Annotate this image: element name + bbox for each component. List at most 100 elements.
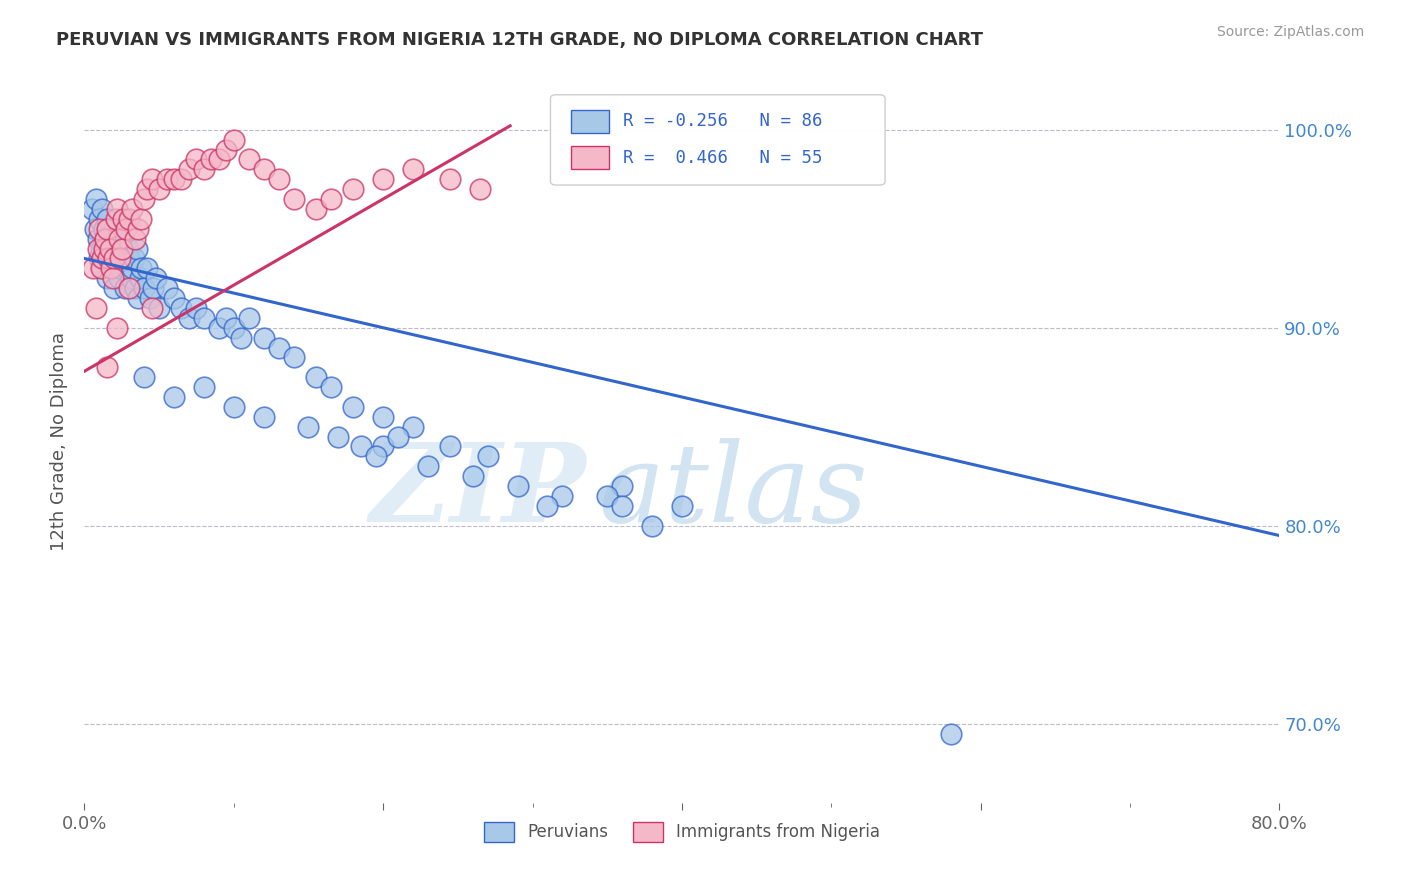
- Point: [222, 133, 245, 147]
- Point: [80, 202, 103, 216]
- Point: [342, 182, 364, 196]
- Point: [506, 479, 529, 493]
- Point: [177, 310, 200, 325]
- Point: [96, 271, 118, 285]
- Point: [141, 172, 163, 186]
- Point: [439, 440, 461, 454]
- Point: [110, 261, 132, 276]
- Point: [170, 301, 193, 315]
- Point: [163, 291, 186, 305]
- Point: [142, 281, 165, 295]
- Point: [121, 261, 143, 276]
- Text: atlas: atlas: [599, 438, 868, 546]
- Point: [350, 440, 373, 454]
- Point: [115, 261, 138, 276]
- Point: [470, 182, 492, 196]
- Point: [94, 232, 117, 246]
- Text: Source: ZipAtlas.com: Source: ZipAtlas.com: [1216, 25, 1364, 39]
- Point: [177, 162, 200, 177]
- Point: [101, 271, 124, 285]
- Point: [132, 281, 156, 295]
- Point: [612, 499, 634, 513]
- Point: [127, 221, 149, 235]
- Point: [87, 232, 110, 246]
- Point: [111, 242, 134, 256]
- Point: [641, 518, 664, 533]
- Point: [118, 252, 141, 266]
- Point: [110, 252, 132, 266]
- Point: [98, 242, 121, 256]
- Point: [97, 242, 120, 256]
- FancyBboxPatch shape: [571, 110, 609, 133]
- Point: [305, 370, 328, 384]
- Point: [94, 232, 117, 246]
- Point: [208, 153, 231, 167]
- Point: [120, 271, 142, 285]
- Point: [193, 162, 215, 177]
- Point: [128, 271, 150, 285]
- Point: [193, 380, 215, 394]
- Point: [117, 242, 139, 256]
- Point: [253, 162, 276, 177]
- Point: [90, 242, 112, 256]
- Point: [145, 271, 167, 285]
- Point: [91, 202, 114, 216]
- Point: [121, 202, 143, 216]
- Point: [115, 221, 138, 235]
- Point: [305, 202, 328, 216]
- Point: [297, 419, 319, 434]
- Point: [91, 252, 114, 266]
- Point: [107, 271, 129, 285]
- Point: [402, 419, 425, 434]
- Point: [105, 202, 128, 216]
- Point: [267, 172, 290, 186]
- Point: [200, 153, 222, 167]
- Point: [112, 211, 135, 226]
- Point: [91, 261, 114, 276]
- Point: [93, 242, 115, 256]
- Point: [100, 261, 122, 276]
- Point: [238, 153, 260, 167]
- Point: [238, 310, 260, 325]
- Point: [114, 281, 136, 295]
- Point: [148, 182, 170, 196]
- Point: [439, 172, 461, 186]
- Point: [122, 252, 145, 266]
- Y-axis label: 12th Grade, No Diploma: 12th Grade, No Diploma: [51, 332, 69, 551]
- Point: [461, 469, 484, 483]
- Point: [132, 370, 156, 384]
- Point: [86, 192, 108, 206]
- Point: [671, 499, 693, 513]
- Point: [283, 351, 305, 365]
- Point: [477, 450, 499, 464]
- Point: [98, 252, 121, 266]
- Point: [89, 252, 111, 266]
- Point: [103, 221, 125, 235]
- Point: [136, 182, 159, 196]
- Point: [101, 232, 124, 246]
- Point: [124, 281, 146, 295]
- Point: [100, 261, 122, 276]
- Text: R =  0.466   N = 55: R = 0.466 N = 55: [623, 149, 823, 167]
- Point: [231, 330, 253, 344]
- Point: [215, 310, 238, 325]
- Point: [148, 301, 170, 315]
- Point: [87, 242, 110, 256]
- FancyBboxPatch shape: [571, 146, 609, 169]
- Point: [267, 341, 290, 355]
- Point: [596, 489, 619, 503]
- Point: [141, 301, 163, 315]
- Point: [129, 211, 152, 226]
- Legend: Peruvians, Immigrants from Nigeria: Peruvians, Immigrants from Nigeria: [477, 815, 887, 848]
- Text: ZIP: ZIP: [370, 438, 586, 546]
- Point: [186, 301, 208, 315]
- Point: [111, 252, 134, 266]
- Point: [83, 221, 105, 235]
- Point: [163, 172, 186, 186]
- Point: [86, 301, 108, 315]
- Point: [373, 172, 395, 186]
- Point: [612, 479, 634, 493]
- Point: [132, 192, 156, 206]
- Point: [93, 221, 115, 235]
- Point: [373, 409, 395, 424]
